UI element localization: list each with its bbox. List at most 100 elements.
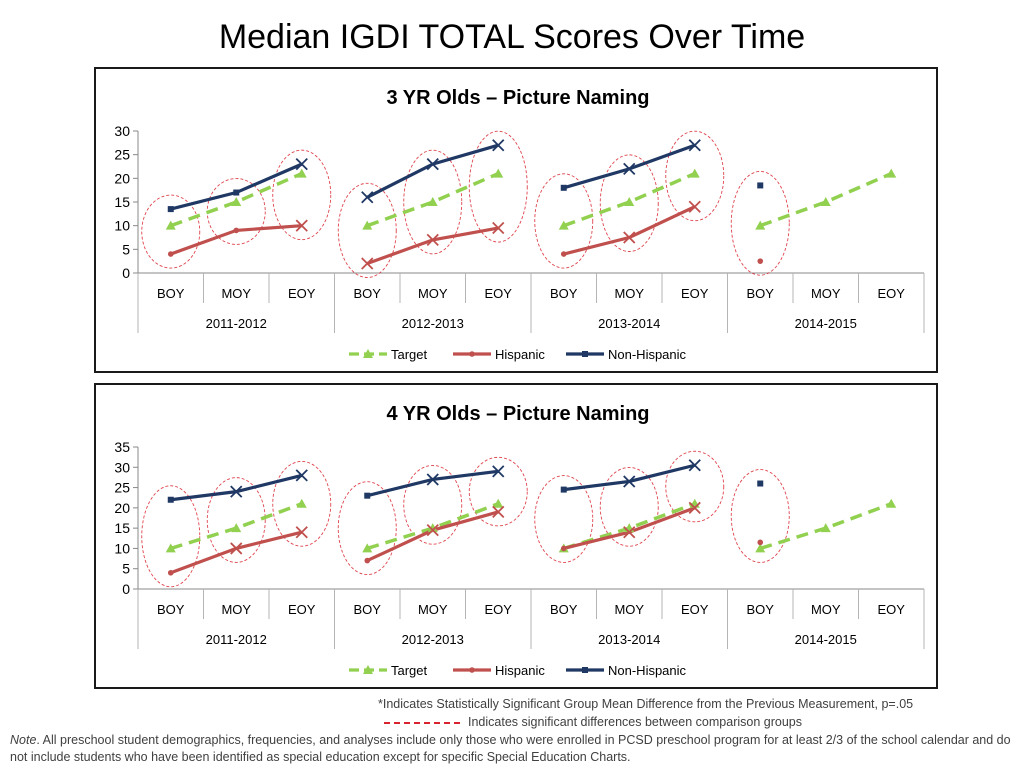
significance-marker-hispanic [426, 524, 439, 537]
data-point-hispanic [560, 251, 567, 257]
comparison-ellipse [665, 450, 725, 523]
comparison-ellipse [206, 178, 266, 245]
x-tick-label-boy: BOY [354, 602, 382, 617]
data-point-hispanic [757, 539, 764, 546]
data-point-target [427, 197, 438, 206]
comparison-footnote: Indicates significant differences betwee… [384, 715, 802, 729]
year-label: 2014-2015 [795, 316, 857, 331]
data-point-target [427, 523, 438, 533]
x-tick-label-boy: BOY [550, 602, 578, 617]
year-label: 2011-2012 [206, 632, 267, 647]
y-tick-label: 10 [114, 218, 130, 234]
comparison-ellipse [272, 460, 332, 547]
significance-marker-hispanic [295, 526, 308, 539]
year-label: 2012-2013 [402, 316, 464, 331]
comparison-footnote-text: Indicates significant differences betwee… [468, 715, 802, 729]
x-tick-label-moy: MOY [221, 286, 251, 301]
y-tick-label: 20 [114, 500, 130, 516]
data-point-target [493, 168, 504, 178]
data-point-target [755, 220, 766, 230]
y-tick-label: 5 [122, 241, 130, 257]
data-point-non-hispanic [364, 492, 371, 499]
series-line-hispanic [366, 510, 499, 563]
significance-marker-non-hispanic [623, 162, 636, 176]
year-label: 2012-2013 [402, 632, 464, 647]
data-point-target [820, 523, 831, 533]
significance-marker-hispanic [688, 501, 701, 514]
legend-label-hispanic: Hispanic [495, 347, 545, 362]
significance-marker-non-hispanic [492, 465, 505, 478]
series-line-hispanic [563, 205, 696, 256]
y-tick-label: 25 [114, 147, 130, 163]
x-tick-label-boy: BOY [747, 286, 775, 301]
data-point-non-hispanic [167, 206, 174, 213]
data-point-target [296, 498, 307, 508]
series-line-target [366, 171, 499, 228]
x-tick-label-eoy: EOY [878, 286, 906, 301]
y-tick-label: 0 [122, 581, 130, 597]
comparison-ellipse [599, 154, 659, 252]
comparison-ellipse [534, 173, 594, 269]
x-tick-label-boy: BOY [747, 602, 775, 617]
significance-marker-non-hispanic [426, 157, 439, 171]
data-point-hispanic [757, 258, 764, 264]
comparison-ellipse [403, 465, 463, 545]
data-point-non-hispanic [560, 486, 567, 493]
comparison-ellipse [730, 469, 790, 563]
x-tick-label-eoy: EOY [288, 286, 316, 301]
chart-panel-3yr: 3 YR Olds – Picture Naming 0 5 10 15 20 25 30 BO… [94, 67, 938, 373]
comparison-ellipse [337, 182, 397, 278]
comparison-ellipse [599, 467, 659, 547]
data-point-non-hispanic [167, 496, 174, 503]
y-tick-label: 35 [114, 439, 130, 455]
series-line-target [759, 171, 892, 228]
x-tick-label-eoy: EOY [878, 602, 906, 617]
significance-marker-hispanic [361, 257, 374, 270]
legend-marker-target [363, 349, 373, 358]
significance-marker-non-hispanic [230, 485, 243, 498]
data-point-target [165, 543, 176, 553]
x-tick-label-boy: BOY [354, 286, 382, 301]
significance-marker-non-hispanic [426, 473, 439, 486]
series-line-non-hispanic [170, 473, 303, 502]
x-tick-label-eoy: EOY [681, 286, 709, 301]
comparison-ellipse [337, 481, 397, 576]
significance-marker-hispanic [295, 219, 308, 232]
data-point-hispanic [233, 227, 240, 234]
series-line-non-hispanic [366, 469, 499, 498]
comparison-ellipse [665, 130, 725, 222]
comparison-ellipse [141, 485, 201, 588]
legend-marker-hispanic [469, 667, 475, 673]
significance-marker-non-hispanic [361, 191, 374, 204]
significance-marker-hispanic [688, 200, 701, 213]
y-tick-label: 0 [122, 265, 130, 281]
legend-marker-target [363, 665, 373, 674]
data-point-hispanic [167, 251, 174, 257]
note-text: Note. All preschool student demographics… [10, 732, 1014, 766]
significance-marker-hispanic [492, 221, 505, 235]
significance-marker-hispanic [623, 231, 636, 244]
significance-marker-hispanic [426, 233, 439, 247]
comparison-ellipse [468, 456, 528, 527]
x-tick-label-moy: MOY [811, 602, 841, 617]
x-tick-label-boy: BOY [157, 286, 185, 301]
data-point-non-hispanic [233, 189, 240, 196]
x-tick-label-boy: BOY [550, 286, 578, 301]
y-tick-label: 10 [114, 540, 130, 556]
legend-marker-non-hispanic [582, 667, 588, 673]
significance-marker-non-hispanic [623, 475, 636, 488]
data-point-target [886, 168, 897, 178]
series-line-target [170, 171, 303, 228]
data-point-target [362, 543, 373, 553]
significance-marker-non-hispanic [295, 469, 308, 482]
data-point-hispanic [560, 545, 567, 552]
comparison-ellipse [272, 149, 332, 241]
x-tick-label-eoy: EOY [485, 602, 513, 617]
data-point-target [689, 168, 700, 178]
y-tick-label: 15 [114, 194, 130, 210]
chart-title: 3 YR Olds – Picture Naming [386, 87, 649, 109]
chart-title: 4 YR Olds – Picture Naming [386, 403, 649, 425]
data-point-non-hispanic [757, 480, 764, 487]
significance-marker-hispanic [230, 542, 243, 555]
data-point-target [231, 523, 242, 533]
